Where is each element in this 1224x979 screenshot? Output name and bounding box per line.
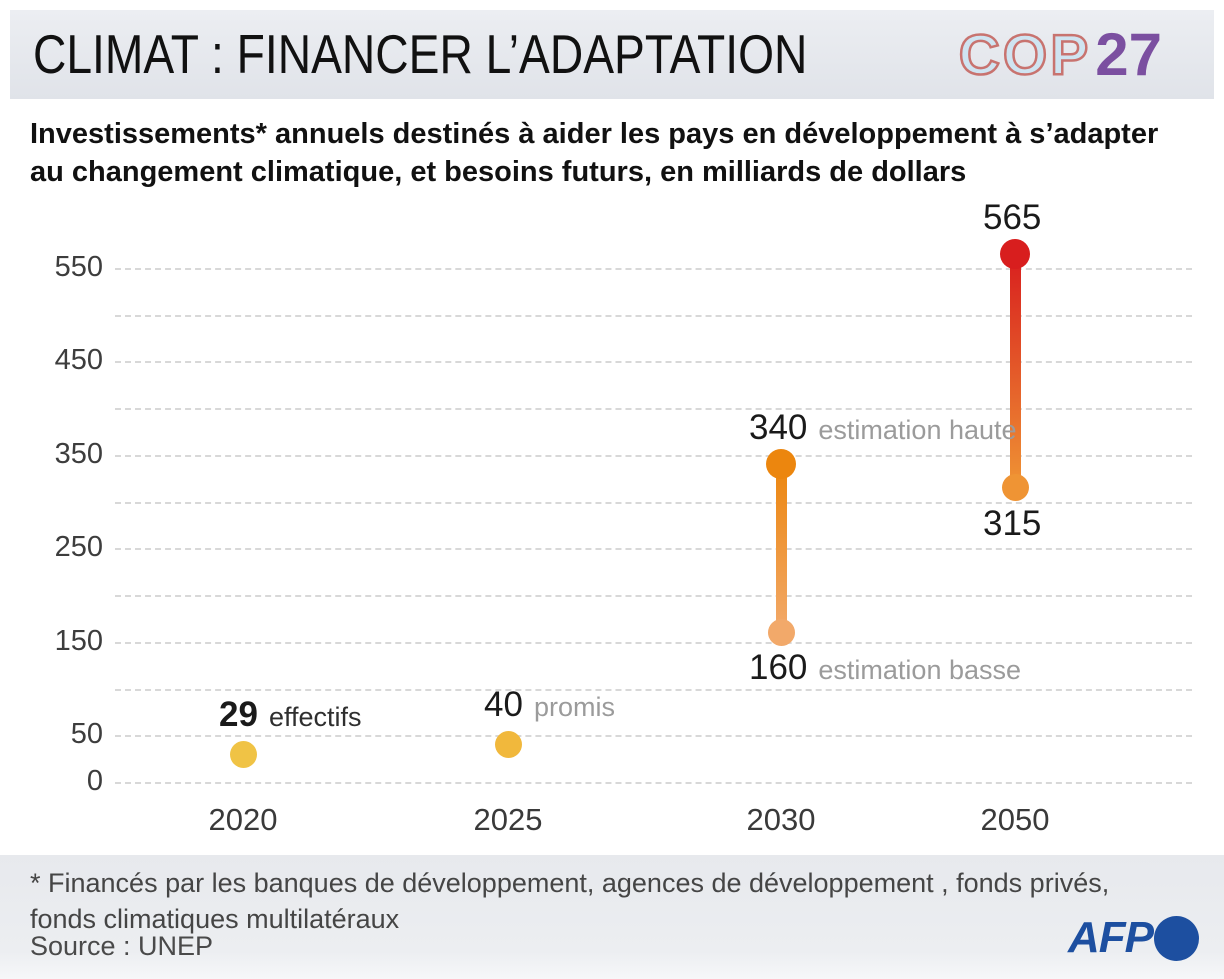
- high-label-2050-number: 565: [983, 197, 1042, 237]
- x-axis-label-2050: 2050: [980, 802, 1050, 837]
- afp-logo: AFP: [1068, 913, 1199, 963]
- x-axis-label-2025: 2025: [473, 802, 543, 837]
- gridline-500: [115, 314, 1192, 317]
- gridline-100: [115, 688, 1192, 691]
- low-label-2050-number: 315: [983, 503, 1042, 543]
- footnote-line2: fonds climatiques multilatéraux: [30, 903, 400, 934]
- y-axis-tick-550: 550: [54, 251, 103, 283]
- low-label-2030-number: 160: [749, 648, 808, 688]
- y-axis-tick-250: 250: [54, 531, 103, 564]
- range-bar-2030: [775, 464, 787, 633]
- gridline-250: [115, 548, 1192, 551]
- low-label-2030-suffix: estimation basse: [818, 655, 1022, 686]
- gridline-400: [115, 408, 1192, 411]
- gridline-450: [115, 361, 1192, 364]
- high-label-2050: 565: [983, 198, 1041, 238]
- afp-logo-text: AFP: [1068, 913, 1154, 962]
- value-label-2025-suffix: promis: [533, 691, 615, 722]
- afp-circle-icon: [1154, 915, 1199, 961]
- high-label-2030-number: 340: [749, 408, 808, 448]
- value-label-2020: 29 effectifs: [219, 695, 362, 735]
- range-bar-2050: [1009, 253, 1021, 488]
- low-label-2030: 160 estimation basse: [749, 648, 1021, 688]
- gridline-0: [115, 782, 1192, 784]
- gridline-200: [115, 595, 1192, 598]
- cop-logo-number: 27: [1095, 21, 1162, 88]
- y-axis-tick-350: 350: [54, 437, 103, 470]
- high-label-2030: 340 estimation haute: [749, 408, 1017, 448]
- cop27-logo: COP 27: [957, 10, 1162, 99]
- value-label-2025: 40 promis: [484, 685, 615, 725]
- footnote-line1: * Financés par les banques de développem…: [30, 868, 1110, 898]
- y-axis-tick-50: 50: [70, 718, 103, 751]
- gridline-50: [115, 735, 1192, 738]
- source-credit: Source : UNEP: [30, 931, 214, 961]
- range-low-dot-2050: [1001, 474, 1029, 502]
- gridline-350: [115, 454, 1192, 457]
- chart-subtitle: Investissements* annuels destinés à aide…: [30, 118, 1159, 188]
- range-high-dot-2030: [766, 449, 796, 480]
- low-label-2050: 315: [983, 504, 1041, 544]
- range-low-dot-2030: [767, 618, 795, 646]
- value-label-2020-number: 29: [219, 694, 258, 734]
- page-title: CLIMAT : FINANCER L’ADAPTATION: [33, 23, 808, 85]
- y-axis-tick-0: 0: [86, 765, 103, 797]
- gridline-550: [115, 268, 1192, 270]
- gridline-150: [115, 641, 1192, 644]
- y-axis-tick-150: 150: [54, 624, 103, 657]
- x-axis-label-2030: 2030: [746, 802, 816, 837]
- header: CLIMAT : FINANCER L’ADAPTATION COP 27: [10, 10, 1214, 99]
- value-label-2020-suffix: effectifs: [268, 701, 362, 732]
- footnote: * Financés par les banques de développem…: [30, 866, 1109, 937]
- gridline-300: [115, 501, 1192, 504]
- range-high-dot-2050: [1000, 238, 1030, 269]
- data-point-dot-2025: [494, 731, 522, 759]
- y-axis-tick-450: 450: [54, 344, 103, 377]
- data-point-dot-2020: [229, 741, 257, 769]
- x-axis-label-2020: 2020: [208, 802, 278, 837]
- cop-logo-text: COP: [957, 21, 1092, 88]
- value-label-2025-number: 40: [484, 684, 523, 724]
- high-label-2030-suffix: estimation haute: [818, 415, 1017, 446]
- footer: * Financés par les banques de développem…: [0, 855, 1224, 979]
